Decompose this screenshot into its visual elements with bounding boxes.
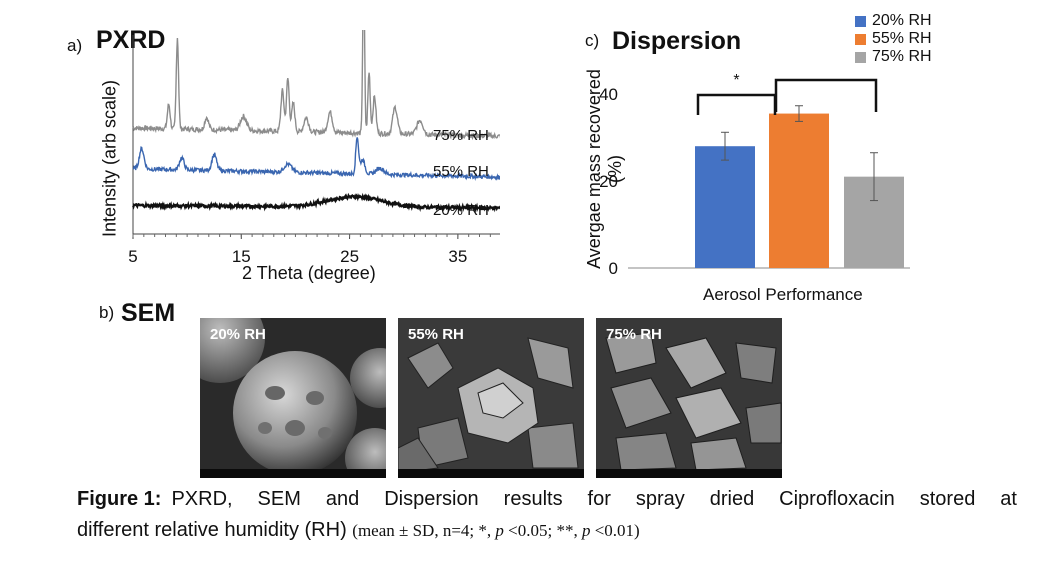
pxrd-label-20: 20% RH <box>433 202 489 219</box>
legend-label-20rh: 20% RH <box>872 12 932 29</box>
caption-stats-a: (mean ± SD, n=4; *, <box>352 521 496 540</box>
caption-line-2: different relative humidity (RH) (mean ±… <box>77 515 1017 546</box>
pxrd-chart: 5 15 25 35 <box>128 30 500 266</box>
sem-label-55rh: 55% RH <box>408 326 464 343</box>
caption-stats-c: <0.01) <box>590 521 640 540</box>
pxrd-y-axis-label: Intensity (arb scale) <box>99 79 120 238</box>
sem-image-75rh: 75% RH <box>596 318 782 478</box>
dispersion-y-tick-label: 40 <box>599 85 618 104</box>
pxrd-x-tick-label: 15 <box>232 247 251 266</box>
pxrd-label-55: 55% RH <box>433 163 489 180</box>
pxrd-x-tick-label: 25 <box>340 247 359 266</box>
pxrd-trace-20rh <box>132 192 500 213</box>
significance-bracket <box>696 93 777 115</box>
sem-label-20rh: 20% RH <box>210 326 266 343</box>
dispersion-legend: 20% RH 55% RH 75% RH <box>855 12 932 66</box>
panel-c-title: Dispersion <box>612 27 742 55</box>
legend-swatch-75rh <box>855 51 866 63</box>
dispersion-y-tick-label: 0 <box>609 259 618 278</box>
bar-20rh <box>695 146 755 268</box>
pxrd-x-tick-label: 35 <box>448 247 467 266</box>
dispersion-x-axis-label: Aerosol Performance <box>703 285 863 304</box>
pxrd-x-tick-label: 5 <box>128 247 137 266</box>
pxrd-trace-75rh <box>132 30 500 141</box>
caption-text-line2: different relative humidity (RH) <box>77 519 347 541</box>
panel-c-letter: c) <box>585 31 600 50</box>
significance-label: * <box>733 72 739 89</box>
sem-image-75rh-graphic <box>596 318 782 478</box>
sem-scalebar-55rh <box>398 469 584 478</box>
caption-p2: p <box>581 521 591 540</box>
legend-item-75rh: 75% RH <box>855 48 932 66</box>
sem-image-20rh-graphic <box>200 318 386 478</box>
caption-line-1: Figure 1: PXRD, SEM and Dispersion resul… <box>77 484 1017 515</box>
dispersion-y-tick-label: 20 <box>599 172 618 191</box>
figure-caption: Figure 1: PXRD, SEM and Dispersion resul… <box>77 484 1017 546</box>
panel-a-title: PXRD <box>96 26 166 54</box>
pxrd-x-axis-label: 2 Theta (degree) <box>242 263 376 283</box>
legend-swatch-20rh <box>855 15 866 27</box>
legend-label-75rh: 75% RH <box>872 48 932 65</box>
caption-text-line1: PXRD, SEM and Dispersion results for spr… <box>171 488 1017 510</box>
caption-p1: p <box>495 521 504 540</box>
legend-swatch-55rh <box>855 33 866 45</box>
sem-scalebar-75rh <box>596 469 782 478</box>
sem-scalebar-20rh <box>200 469 386 478</box>
significance-label: ** <box>820 70 832 74</box>
bar-55rh <box>769 113 829 268</box>
panel-a-letter: a) <box>67 36 83 55</box>
legend-label-55rh: 55% RH <box>872 30 932 47</box>
sem-label-75rh: 75% RH <box>606 326 662 343</box>
panel-b-letter: b) <box>99 303 115 322</box>
legend-item-55rh: 55% RH <box>855 30 932 48</box>
legend-item-20rh: 20% RH <box>855 12 932 30</box>
pxrd-label-75: 75% RH <box>433 127 489 144</box>
caption-stats-b: <0.05; **, <box>503 521 582 540</box>
significance-bracket <box>774 78 878 112</box>
caption-figure-label: Figure 1: <box>77 488 162 510</box>
sem-image-55rh-graphic <box>398 318 584 478</box>
pxrd-trace-55rh <box>132 137 500 182</box>
sem-image-55rh: 55% RH <box>398 318 584 478</box>
panel-b-title: SEM <box>121 299 176 327</box>
caption-stats: (mean ± SD, n=4; *, p <0.05; **, p <0.01… <box>352 521 639 540</box>
sem-image-20rh: 20% RH <box>200 318 386 478</box>
